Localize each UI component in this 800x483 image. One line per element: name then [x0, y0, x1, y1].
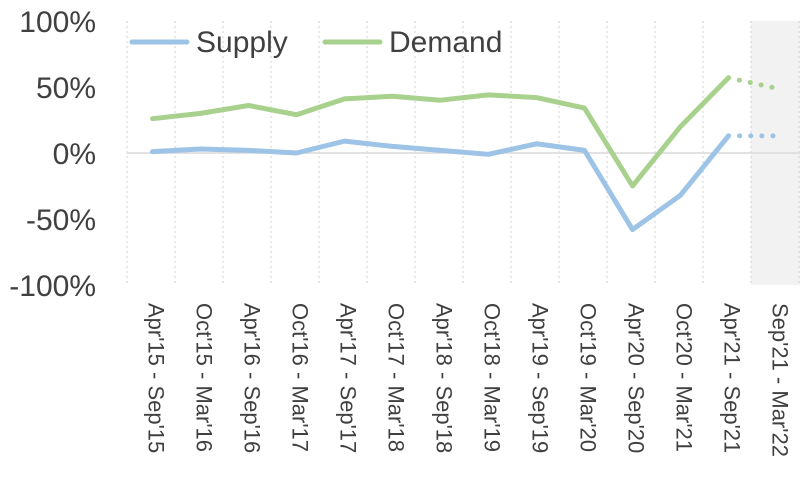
- series-forecast-demand: [726, 75, 779, 91]
- y-tick-label: -100%: [9, 270, 96, 303]
- x-tick-label: Oct'20 - Mar'21: [672, 303, 697, 452]
- x-tick-label: Oct'16 - Mar'17: [288, 303, 313, 452]
- x-tick-label: Apr'20 - Sep'20: [624, 303, 649, 453]
- series-lines: [150, 75, 779, 233]
- x-tick-label: Sep'21 - Mar'22: [768, 303, 793, 457]
- legend-label: Supply: [196, 26, 288, 59]
- x-tick-label: Oct'18 - Mar'19: [480, 303, 505, 452]
- y-tick-label: 50%: [36, 72, 96, 105]
- x-tick-label: Apr'17 - Sep'17: [336, 303, 361, 453]
- legend-label: Demand: [389, 26, 502, 59]
- series-line-supply: [150, 133, 731, 233]
- x-axis-ticks: Apr'15 - Sep'15 Oct'15 - Mar'16 Apr'16 - S…: [144, 303, 793, 457]
- x-tick-label: Apr'16 - Sep'16: [240, 303, 265, 453]
- x-tick-label: Oct'15 - Mar'16: [192, 303, 217, 452]
- x-tick-label: Apr'18 - Sep'18: [432, 303, 457, 453]
- y-tick-label: 100%: [19, 6, 96, 39]
- legend: Supply Demand: [129, 26, 502, 59]
- x-tick-label: Oct'19 - Mar'20: [576, 303, 601, 452]
- x-tick-label: Apr'21 - Sep'21: [720, 303, 745, 453]
- y-axis-ticks: 100% 50% 0% -50% -100%: [9, 6, 96, 303]
- x-tick-label: Apr'15 - Sep'15: [144, 303, 169, 453]
- y-tick-label: -50%: [26, 204, 96, 237]
- series-line-demand: [150, 75, 731, 189]
- x-tick-label: Apr'19 - Sep'19: [528, 303, 553, 453]
- y-tick-label: 0%: [53, 138, 96, 171]
- x-tick-label: Oct'17 - Mar'18: [384, 303, 409, 452]
